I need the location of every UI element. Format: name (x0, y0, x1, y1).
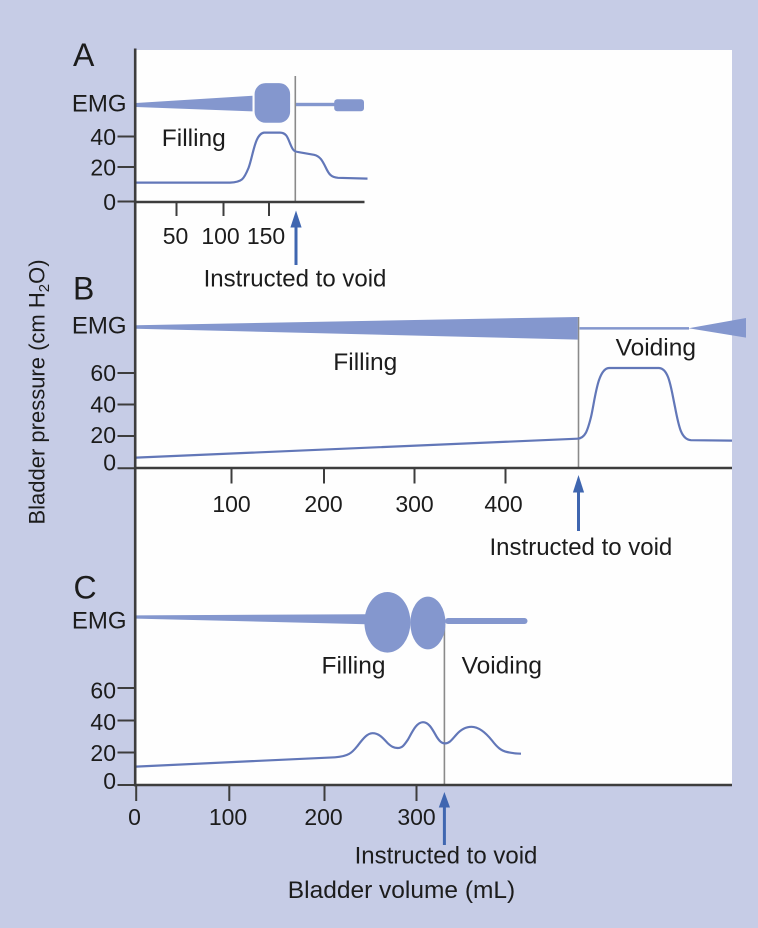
svg-text:100: 100 (209, 804, 247, 830)
svg-text:Instructed to void: Instructed to void (204, 266, 387, 293)
svg-text:EMG: EMG (72, 312, 127, 339)
svg-text:60: 60 (90, 677, 116, 703)
svg-text:B: B (73, 271, 94, 307)
svg-text:20: 20 (90, 154, 116, 180)
svg-text:60: 60 (90, 360, 116, 386)
svg-text:Bladder volume (mL): Bladder volume (mL) (288, 877, 515, 904)
svg-text:0: 0 (103, 450, 116, 476)
svg-text:EMG: EMG (72, 91, 127, 118)
svg-text:Voiding: Voiding (616, 335, 696, 362)
svg-text:C: C (74, 570, 97, 606)
svg-text:A: A (73, 37, 95, 73)
svg-text:20: 20 (90, 422, 116, 448)
svg-text:200: 200 (304, 491, 342, 517)
svg-text:200: 200 (304, 804, 342, 830)
svg-text:0: 0 (103, 768, 116, 794)
svg-text:Voiding: Voiding (462, 652, 542, 679)
svg-text:100: 100 (201, 223, 239, 249)
svg-text:0: 0 (103, 189, 116, 215)
svg-text:150: 150 (247, 223, 285, 249)
svg-text:Filling: Filling (322, 652, 386, 679)
svg-text:100: 100 (212, 491, 250, 517)
svg-text:Filling: Filling (162, 125, 226, 152)
svg-text:EMG: EMG (72, 608, 127, 635)
svg-text:20: 20 (90, 740, 116, 766)
svg-text:Filling: Filling (333, 349, 397, 376)
svg-text:300: 300 (397, 804, 435, 830)
svg-text:Instructed to void: Instructed to void (490, 534, 673, 561)
svg-text:400: 400 (484, 491, 522, 517)
svg-text:40: 40 (90, 124, 116, 150)
svg-text:300: 300 (395, 491, 433, 517)
svg-text:0: 0 (128, 804, 141, 830)
svg-text:50: 50 (163, 223, 189, 249)
svg-text:Bladder pressure (cm H2O): Bladder pressure (cm H2O) (25, 259, 54, 524)
svg-text:Instructed to void: Instructed to void (355, 843, 538, 870)
svg-text:40: 40 (90, 709, 116, 735)
svg-text:40: 40 (90, 392, 116, 418)
